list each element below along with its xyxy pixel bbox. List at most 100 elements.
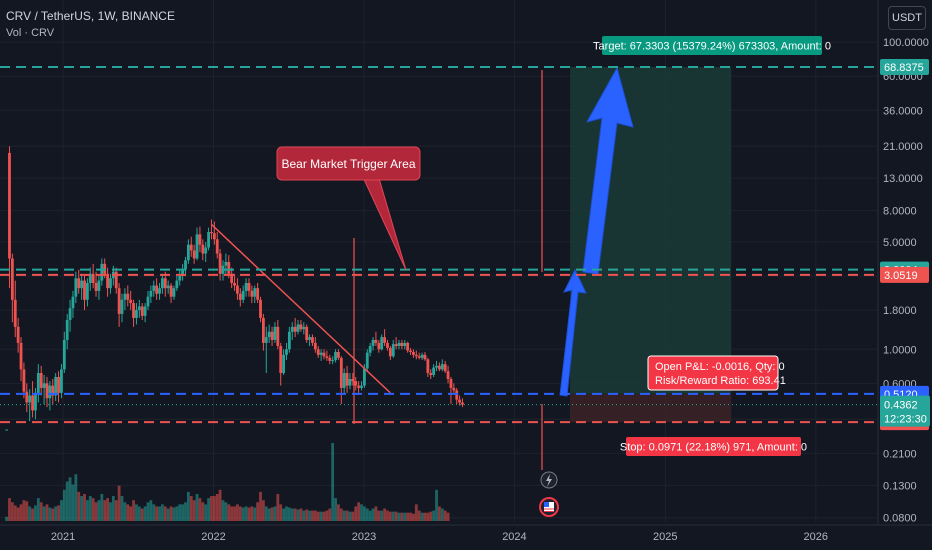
volume-bar [293,508,297,521]
volume-bar [409,512,412,521]
candle-body [120,299,124,314]
volume-bar [126,504,130,521]
volume-bar [16,507,20,521]
volume-bar [236,504,239,521]
volume-bar [238,506,242,521]
candle-body [449,379,453,388]
volume-bar [282,508,285,521]
symbol-title[interactable]: CRV / TetherUS, 1W, BINANCE [6,9,175,23]
projection-arrow-large [582,66,634,275]
candle-body [140,306,144,316]
candle-body [386,342,389,348]
volume-bar [5,516,8,521]
volume-bar [62,489,66,521]
volume-bar [374,506,378,521]
candle-body [316,349,320,355]
candle-body [178,276,182,281]
candle-body [181,269,185,276]
stop-label-text: Stop: 0.0971 (22.18%) 971, Amount: 0 [620,442,807,454]
volume-bar [94,502,98,521]
candle-body [195,234,199,259]
candle-body [172,288,176,297]
volume-bar [189,496,193,521]
candle-body [166,285,170,289]
volume-bar [149,500,153,521]
currency-button[interactable]: USDT [888,6,926,30]
lightning-glyph-icon [546,474,552,487]
candle-body [244,283,248,291]
volume-bar [60,500,63,521]
volume-bar [339,508,343,521]
candle-body [414,354,418,357]
volume-bar [337,504,340,521]
candle-body [241,290,245,300]
volume-bar [109,502,112,521]
volume-bar [233,506,236,521]
risk-reward-text: Risk/Reward Ratio: 693.41 [655,375,786,387]
price-tick-label: 100.0000 [883,37,929,49]
candle-body [403,342,407,347]
chart-legend: CRV / TetherUS, 1W, BINANCE Vol · CRV [6,8,175,42]
stop-label-box [626,437,801,456]
volume-bar [74,474,78,521]
volume-bar [302,510,306,521]
candle-body [334,351,337,361]
price-axis[interactable]: 100.000060.000036.000021.000013.00008.00… [877,0,932,550]
time-tick-label: 2023 [352,531,376,543]
candle-body [42,383,46,388]
last-price-tag [880,395,930,427]
volume-bar [77,491,81,521]
candle-body [435,365,438,368]
candle-body [253,288,257,297]
horizontal-levels[interactable] [0,66,878,424]
candle-body [16,326,20,343]
volume-bar [71,484,75,521]
time-axis[interactable]: 2021 2022 2023 2024 2025 2026 [0,524,932,550]
candle-body [417,356,421,358]
volume-bar [334,498,337,521]
candle-body [68,308,72,321]
volume-bar [36,498,40,521]
candle-body [331,360,335,362]
volume-bar [446,512,450,521]
volume-legend[interactable]: Vol · CRV [6,27,55,39]
candle-body [91,273,95,284]
volume-bar [391,511,395,521]
volume-bar [97,500,101,521]
candle-body [132,303,135,318]
volume-bar [192,500,196,521]
candle-body [452,387,456,391]
candle-body [412,351,415,355]
volume-bar [39,502,43,521]
volume-bar [117,485,121,521]
candle-body [313,342,317,350]
volume-bar [250,506,254,521]
candle-body [262,317,265,343]
callout-box [276,146,421,181]
last-price-text: 0.4362 [884,400,918,412]
candle-body [339,357,343,388]
volume-bar [423,512,427,521]
candle-body [45,383,49,399]
candle-body [238,293,242,300]
volume-bar [48,507,52,521]
volume-bar [31,508,34,521]
pnl-text: Open P&L: -0.0016, Qty: 0 [655,361,785,373]
flag-canton-icon [544,502,549,507]
price-tick-label: 13.0000 [883,173,923,185]
price-tick-label: 21.0000 [883,141,923,153]
volume-bar [22,500,26,521]
volume-bar [123,502,127,521]
volume-bar [143,506,147,521]
candle-body [126,293,130,300]
volume-bar [166,508,170,521]
annotation-labels[interactable]: Bear Market Trigger Area Target: 67.3303 … [276,36,831,517]
candle-body [114,271,118,289]
volume-bar [10,502,14,521]
volume-bar [351,511,355,521]
candle-body [146,296,150,307]
volume-bar [155,506,159,521]
candle-body [28,395,32,403]
stop-zone [570,393,732,423]
